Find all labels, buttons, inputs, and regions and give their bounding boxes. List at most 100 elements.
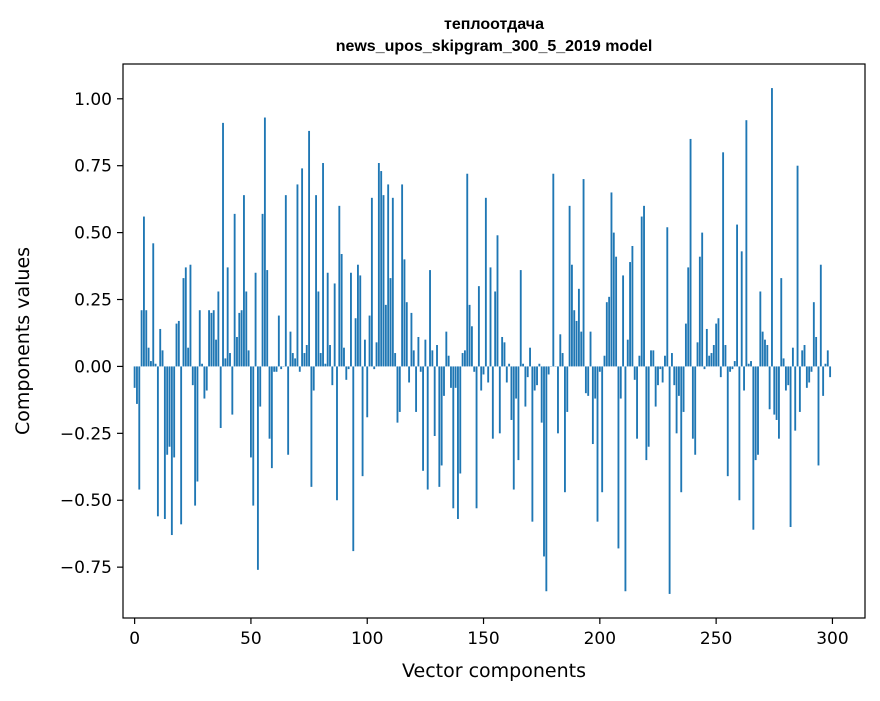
bar <box>448 356 450 367</box>
bar <box>687 267 689 366</box>
bar <box>764 340 766 367</box>
bar <box>457 366 459 519</box>
bar <box>820 265 822 367</box>
bar <box>536 366 538 385</box>
bar <box>552 174 554 367</box>
bar <box>187 348 189 367</box>
bar <box>306 345 308 366</box>
bar <box>543 366 545 556</box>
bar <box>243 195 245 366</box>
bar <box>445 332 447 367</box>
bar <box>504 342 506 366</box>
bar <box>694 366 696 454</box>
bar <box>378 163 380 366</box>
x-tick-label: 0 <box>129 629 140 649</box>
bar <box>336 366 338 500</box>
bar <box>220 366 222 428</box>
bar <box>438 366 440 486</box>
bar <box>659 366 661 369</box>
bar <box>285 195 287 366</box>
bar <box>169 366 171 446</box>
bar <box>473 366 475 371</box>
bar <box>229 353 231 366</box>
bar <box>704 366 706 369</box>
bar <box>773 366 775 414</box>
bar <box>618 366 620 548</box>
bar <box>157 366 159 516</box>
bar <box>422 366 424 470</box>
bar <box>769 366 771 409</box>
bar <box>394 353 396 366</box>
bar <box>245 291 247 366</box>
bar <box>301 168 303 366</box>
bar <box>294 358 296 366</box>
bar <box>599 366 601 371</box>
bar <box>190 265 192 367</box>
bar <box>678 366 680 395</box>
bar <box>655 366 657 406</box>
bar <box>469 305 471 367</box>
bar <box>224 358 226 366</box>
bar <box>455 366 457 387</box>
bar <box>624 366 626 591</box>
bar <box>501 337 503 366</box>
bar <box>269 366 271 438</box>
bar <box>664 356 666 367</box>
bar <box>429 270 431 366</box>
bar <box>466 174 468 367</box>
bar <box>487 366 489 382</box>
bar <box>736 225 738 367</box>
bar <box>627 340 629 367</box>
bar <box>192 366 194 385</box>
bar <box>634 366 636 379</box>
bar <box>290 332 292 367</box>
bar <box>813 302 815 366</box>
bar <box>711 353 713 366</box>
bar <box>825 364 827 367</box>
x-axis-label: Vector components <box>402 660 586 682</box>
bar <box>480 366 482 390</box>
bar <box>248 350 250 366</box>
bar <box>250 366 252 457</box>
bar <box>434 366 436 436</box>
bar <box>492 366 494 438</box>
bar <box>641 217 643 367</box>
bar <box>420 366 422 371</box>
bar <box>745 120 747 366</box>
bar <box>692 366 694 438</box>
bar <box>292 353 294 366</box>
bar <box>778 366 780 438</box>
bar <box>699 257 701 367</box>
bar <box>497 235 499 366</box>
bar <box>729 366 731 371</box>
bar <box>576 321 578 367</box>
bar <box>490 267 492 366</box>
bar <box>276 366 278 371</box>
y-tick-label: 0.75 <box>74 157 112 177</box>
x-tick-label: 50 <box>240 629 262 649</box>
bar <box>476 366 478 508</box>
bar <box>183 278 185 366</box>
bar <box>794 366 796 430</box>
bar <box>780 278 782 366</box>
bar <box>752 366 754 529</box>
bar <box>385 305 387 367</box>
bar <box>650 350 652 366</box>
y-tick-label: 1.00 <box>74 90 112 110</box>
bar <box>164 366 166 519</box>
bar <box>199 310 201 366</box>
bar <box>673 366 675 385</box>
bar <box>804 345 806 366</box>
bar <box>148 348 150 367</box>
bar <box>152 243 154 366</box>
bar <box>759 291 761 366</box>
bar <box>459 366 461 473</box>
bar <box>390 278 392 366</box>
bar <box>806 366 808 387</box>
bar <box>708 356 710 367</box>
bar <box>324 364 326 367</box>
bar <box>566 366 568 412</box>
bar <box>718 318 720 366</box>
x-tick-label: 250 <box>700 629 732 649</box>
